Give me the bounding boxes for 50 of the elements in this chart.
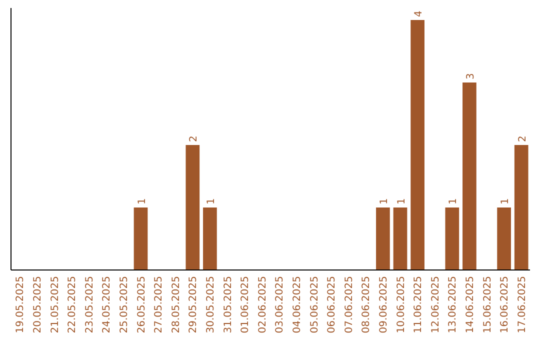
data-label: 1 (500, 198, 512, 204)
data-label: 1 (206, 198, 217, 204)
x-tick-label: 23.05.2025 (84, 276, 96, 334)
x-tick-label: 27.05.2025 (154, 276, 165, 334)
x-tick-label: 25.05.2025 (118, 276, 130, 334)
x-tick-label: 09.06.2025 (378, 276, 390, 334)
x-tick-label: 12.06.2025 (430, 276, 442, 334)
x-tick-label: 30.05.2025 (205, 276, 216, 334)
data-label: 1 (136, 198, 148, 204)
bar (393, 208, 408, 270)
x-tick-label: 24.05.2025 (102, 276, 113, 334)
data-label: 1 (396, 198, 408, 204)
bar (134, 208, 148, 270)
x-tick-label: 14.06.2025 (464, 276, 476, 334)
x-tick-label: 20.05.2025 (32, 276, 44, 334)
x-tick-label: 31.05.2025 (222, 276, 234, 334)
x-tick-label: 10.06.2025 (396, 276, 407, 334)
x-tick-label: 05.06.2025 (309, 276, 320, 334)
x-tick-label: 22.05.2025 (67, 276, 78, 334)
x-tick-label: 04.06.2025 (292, 276, 303, 334)
bar (497, 208, 511, 270)
data-label: 2 (188, 136, 200, 142)
x-tick-label: 11.06.2025 (413, 276, 424, 334)
bar (186, 145, 200, 270)
data-label: 3 (465, 73, 476, 80)
x-tick-label: 29.05.2025 (188, 276, 200, 334)
x-tick-label: 03.06.2025 (274, 276, 286, 334)
data-label: 1 (378, 198, 390, 204)
x-tick-label: 06.06.2025 (326, 276, 338, 334)
x-tick-label: 15.06.2025 (482, 276, 494, 334)
data-label: 1 (448, 198, 460, 204)
x-tick-label: 19.05.2025 (15, 276, 26, 334)
x-tick-label: 13.06.2025 (448, 276, 459, 334)
bar (410, 20, 424, 270)
bar (514, 145, 528, 270)
x-tick-label: 01.06.2025 (240, 276, 252, 334)
x-tick-label: 28.05.2025 (170, 276, 182, 334)
x-tick-label: 08.06.2025 (361, 276, 372, 334)
x-tick-label: 26.05.2025 (136, 276, 148, 334)
data-label: 4 (414, 10, 425, 17)
x-tick-label: 07.06.2025 (344, 276, 355, 334)
x-tick-label: 21.05.2025 (50, 276, 61, 334)
x-tick-label: 16.06.2025 (500, 276, 511, 334)
bar (462, 82, 476, 270)
bar (203, 208, 217, 270)
x-tick-label: 02.06.2025 (257, 276, 268, 334)
data-label: 2 (517, 136, 528, 142)
bar (376, 208, 390, 270)
x-tick-label: 17.06.2025 (516, 276, 528, 334)
bar (445, 208, 460, 270)
